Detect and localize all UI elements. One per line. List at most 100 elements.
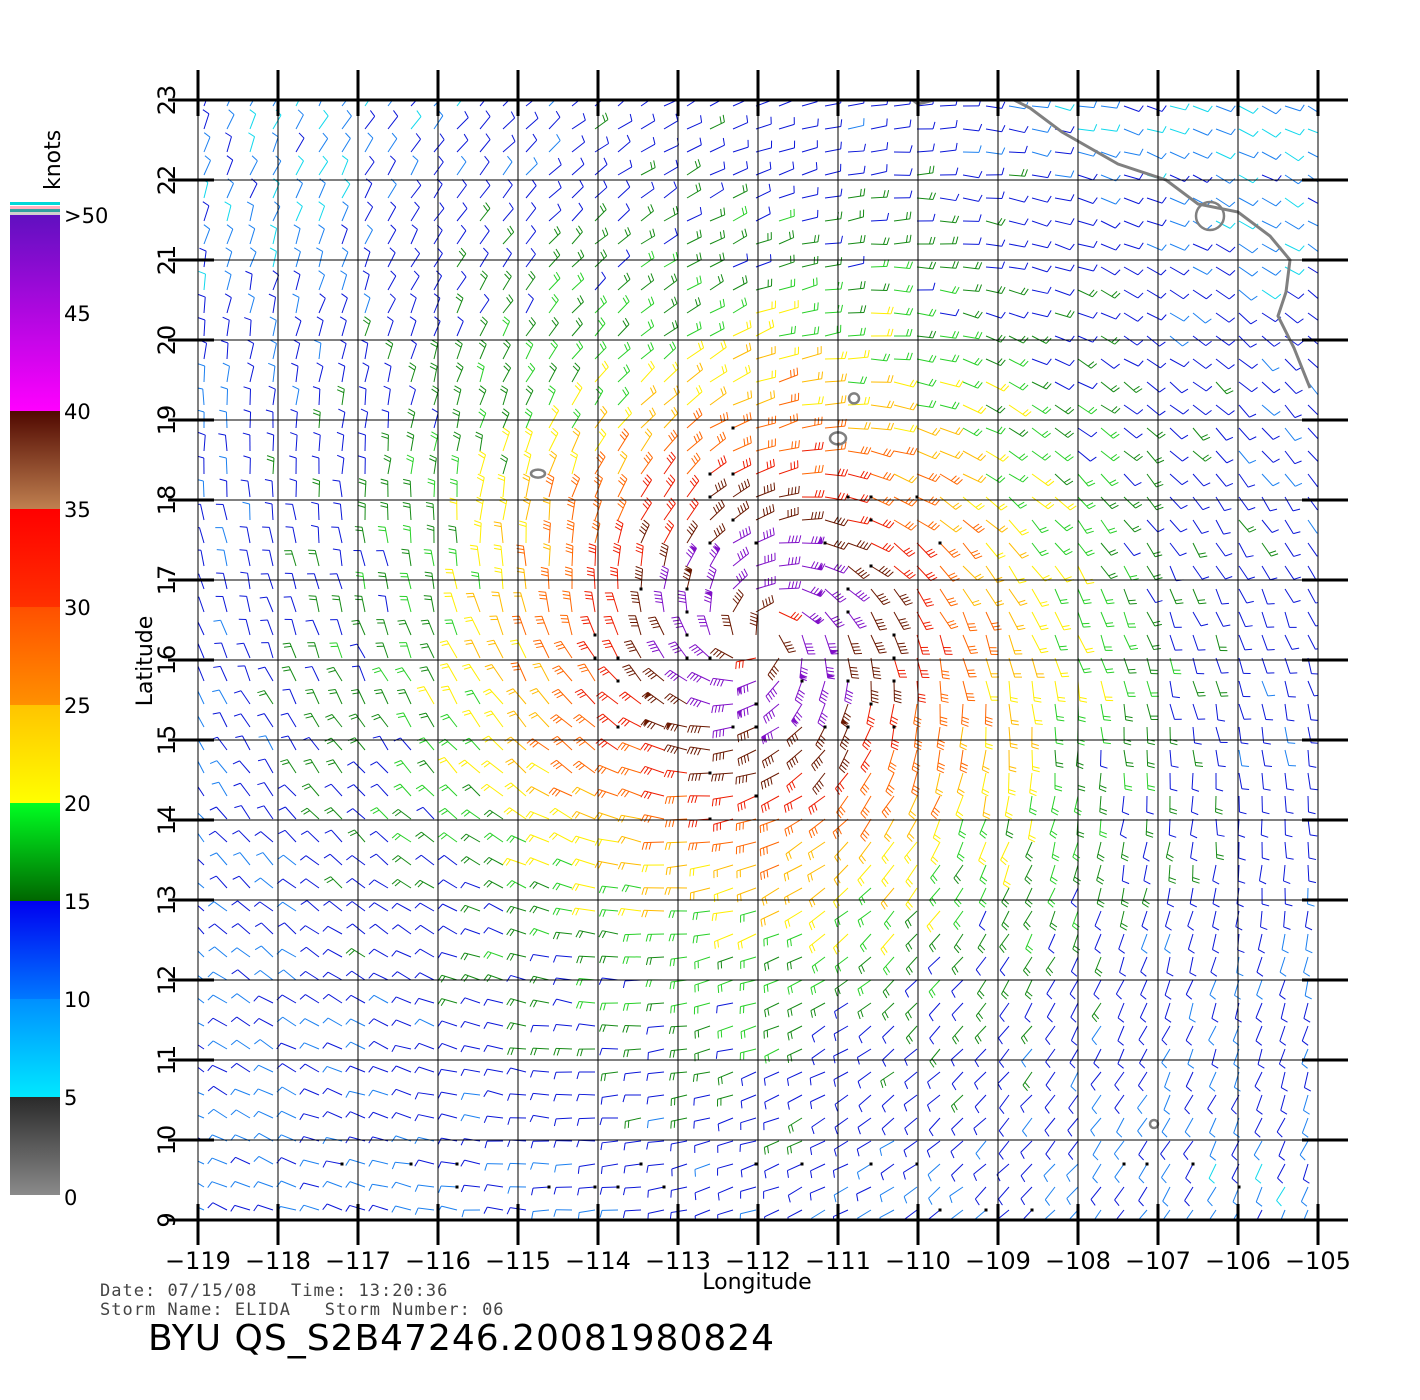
wind-barb-feather [367,201,373,208]
wind-barb-feather [355,529,363,532]
wind-barb [502,413,510,429]
wind-barb [266,596,274,613]
wind-barb [1008,151,1026,154]
wind-barb-feather [597,666,605,671]
wind-barb-feather [860,571,868,577]
wind-barb [397,832,412,843]
wind-barb-feather [1160,292,1167,299]
wind-barb [1146,335,1160,347]
wind-barb-feather [890,401,895,409]
wind-barb-feather [652,385,657,393]
wind-barb-feather [1001,856,1008,863]
wind-barb [479,208,491,222]
wind-barb [1100,450,1114,462]
wind-barb-feather [1051,811,1059,816]
wind-barb-pennant [791,716,798,725]
wind-barb-feather [968,626,977,628]
wind-barb [226,114,235,130]
wind-barb-feather [571,786,578,793]
rain-flag [846,725,850,729]
wind-barb-feather [478,342,486,348]
wind-barb [1100,128,1117,132]
wind-barb-feather [863,783,870,790]
wind-barb-feather [948,600,957,604]
wind-barb [339,504,343,521]
wind-barb-feather [300,830,308,836]
wind-barb-feather [767,693,773,700]
wind-barb-feather [765,507,769,515]
wind-barb [883,910,895,925]
wind-barb [239,782,251,797]
wind-barb [198,596,205,613]
wind-barb-feather [691,646,699,652]
wind-barb-feather [711,705,714,714]
wind-barb [755,147,772,153]
wind-barb-feather [650,161,653,170]
wind-barb-feather [1088,289,1095,296]
wind-barb [870,243,888,246]
wind-barb-feather [867,422,871,430]
wind-barb-feather [538,590,546,593]
wind-barb-feather [486,834,494,840]
wind-barb-feather [557,180,562,188]
wind-barb-feather [620,496,627,503]
wind-barb-feather [928,192,933,200]
wind-barb [419,879,435,889]
wind-barb [1072,841,1079,858]
wind-barb-feather [859,625,867,629]
wind-barb-feather [438,807,446,813]
wind-barb-feather [449,478,458,482]
wind-barb [330,829,343,843]
wind-barb [1123,772,1126,789]
wind-barb-feather [470,548,478,551]
wind-barb-feather [1286,857,1294,860]
wind-barb [1307,105,1318,113]
wind-barb [351,878,366,889]
wind-barb-feather [749,619,758,623]
wind-barb-feather [881,567,888,574]
wind-barb-pennant [713,545,720,553]
wind-barb-feather [647,815,652,823]
wind-barb-feather [860,766,867,773]
wind-barb-feather [1137,269,1144,276]
wind-barb-feather [641,522,649,529]
wind-barb-feather [647,344,652,352]
wind-barb [939,104,957,107]
wind-barb-feather [818,756,823,764]
wind-barb [548,116,561,130]
wind-barb-feather [453,431,461,436]
wind-barb-feather [578,718,586,724]
wind-barb [1261,312,1276,323]
wind-barb-feather [863,305,867,313]
wind-barb [502,389,509,406]
wind-barb [1307,312,1318,321]
wind-barb [1123,473,1136,487]
wind-barb-feather [769,161,772,170]
wind-barb-feather [342,201,349,207]
wind-barb-feather [685,565,692,571]
wind-barb-feather [188,783,195,785]
wind-barb-feather [760,782,764,790]
wind-barb-feather [623,640,632,643]
wind-barb-feather [300,807,308,813]
wind-barb-feather [810,512,814,520]
wind-barb [272,136,279,153]
wind-barb-feather [1093,100,1098,108]
wind-barb-feather [770,731,774,739]
wind-barb-feather [506,906,512,913]
wind-barb [1077,358,1092,369]
wind-barb-feather [621,473,628,480]
wind-barb [456,208,468,222]
wind-barb [1100,427,1114,439]
wind-barb [1192,726,1196,743]
wind-barb [289,642,297,659]
wind-barb-feather [811,764,816,772]
wind-barb-feather [743,708,746,717]
wind-barb-feather [630,591,638,593]
wind-barb [288,666,297,682]
wind-barb-feather [1239,811,1247,815]
wind-barb-feather [1310,788,1318,791]
wind-barb [376,807,389,820]
wind-barb [1307,266,1318,274]
wind-barb-feather [598,839,603,847]
